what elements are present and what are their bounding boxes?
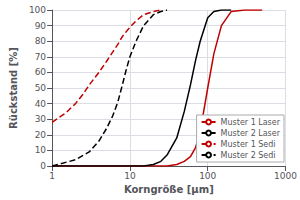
- svg-text:10: 10: [35, 145, 47, 155]
- svg-text:Muster 1 Laser: Muster 1 Laser: [221, 118, 281, 127]
- svg-text:Muster 2 Laser: Muster 2 Laser: [221, 129, 281, 138]
- svg-text:Korngröße [μm]: Korngröße [μm]: [124, 184, 214, 195]
- svg-text:Rückstand [%]: Rückstand [%]: [8, 47, 19, 129]
- svg-text:40: 40: [35, 99, 47, 109]
- svg-text:10: 10: [124, 171, 136, 181]
- svg-text:0: 0: [40, 161, 46, 171]
- svg-text:70: 70: [35, 52, 47, 62]
- svg-text:Muster 2 Sedi: Muster 2 Sedi: [221, 151, 276, 160]
- svg-text:Muster 1 Sedi: Muster 1 Sedi: [221, 140, 276, 149]
- svg-text:60: 60: [35, 67, 47, 77]
- svg-text:20: 20: [35, 130, 47, 140]
- svg-text:30: 30: [35, 114, 47, 124]
- svg-text:100: 100: [29, 5, 46, 15]
- svg-text:50: 50: [35, 83, 47, 93]
- svg-text:80: 80: [35, 36, 47, 46]
- svg-text:100: 100: [199, 171, 216, 181]
- svg-text:1000: 1000: [274, 171, 297, 181]
- svg-text:1: 1: [49, 171, 55, 181]
- svg-text:90: 90: [35, 21, 47, 31]
